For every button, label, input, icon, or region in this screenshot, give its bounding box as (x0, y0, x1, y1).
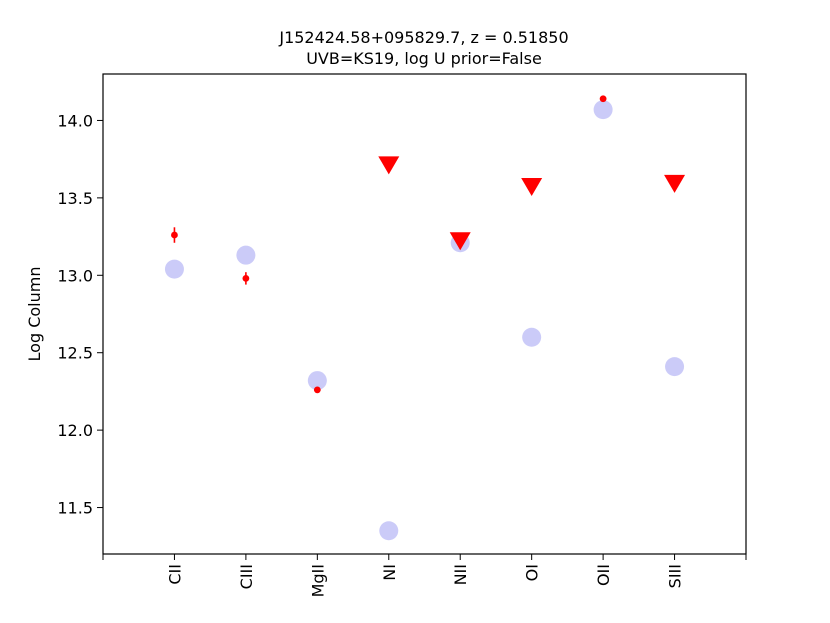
chart-title-line-2: UVB=KS19, log U prior=False (306, 49, 542, 68)
x-tick-label: NI (380, 564, 399, 581)
y-tick-label: 13.0 (57, 266, 93, 285)
x-tick-label: MgII (308, 564, 327, 597)
data-marks (164, 95, 686, 541)
upper-limit-marker (449, 232, 471, 251)
x-tick-label: CII (165, 564, 184, 585)
model-point (593, 100, 613, 120)
model-point (665, 357, 685, 377)
y-axis-label: Log Column (25, 267, 44, 362)
measured-point (313, 386, 321, 394)
upper-limit-marker (521, 178, 543, 197)
measured-point (171, 231, 178, 239)
x-tick-label: NII (451, 564, 470, 585)
y-tick-label: 14.0 (57, 111, 93, 130)
upper-limit-marker (378, 156, 400, 175)
measured-point (599, 95, 607, 103)
plot-area-frame (102, 73, 747, 555)
x-tick-label: SIII (666, 564, 685, 588)
model-point (164, 259, 184, 279)
model-point (522, 327, 542, 347)
y-tick-label: 13.5 (57, 189, 93, 208)
x-tick-label: CIII (237, 564, 256, 589)
y-tick-label: 11.5 (57, 499, 93, 518)
y-tick-label: 12.0 (57, 421, 93, 440)
y-tick-label: 12.5 (57, 344, 93, 363)
upper-limit-marker (664, 174, 686, 193)
model-point (307, 371, 327, 391)
measured-point (242, 274, 250, 282)
x-axis: CII CIII MgII NI NII OI OII SIII (102, 554, 747, 597)
x-tick-label: OII (594, 564, 613, 586)
y-axis: 11.5 12.0 12.5 13.0 13.5 14.0 (57, 111, 103, 518)
model-point (236, 245, 256, 265)
model-point (379, 521, 399, 541)
chart-title-line-1: J152424.58+095829.7, z = 0.51850 (278, 28, 568, 47)
x-tick-label: OI (523, 564, 542, 581)
